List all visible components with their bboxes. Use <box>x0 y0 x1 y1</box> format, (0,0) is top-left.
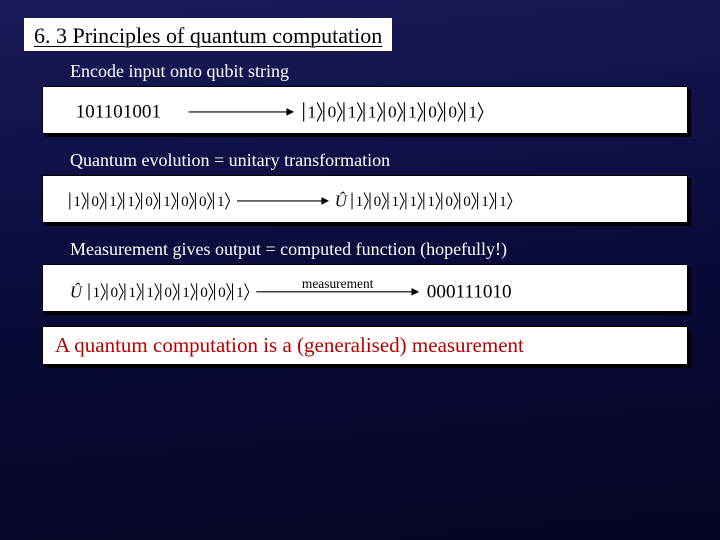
equation-box-3: Û101101001measurement000111010 <box>42 264 688 312</box>
svg-text:1: 1 <box>499 193 507 210</box>
svg-text:1: 1 <box>146 284 154 301</box>
svg-text:0: 0 <box>388 103 397 122</box>
svg-text:Û: Û <box>70 283 84 302</box>
svg-text:1: 1 <box>408 103 417 122</box>
equation-1-svg: 101101001101101001 <box>43 87 687 133</box>
svg-text:1: 1 <box>409 193 417 210</box>
caption-measurement: Measurement gives output = computed func… <box>70 239 720 260</box>
final-statement: A quantum computation is a (generalised)… <box>42 326 688 365</box>
svg-text:1: 1 <box>392 193 400 210</box>
svg-text:0: 0 <box>374 193 382 210</box>
svg-text:measurement: measurement <box>302 276 374 291</box>
svg-text:1: 1 <box>127 193 135 210</box>
svg-text:101101001: 101101001 <box>76 102 162 123</box>
svg-text:1: 1 <box>236 284 244 301</box>
svg-text:0: 0 <box>111 284 119 301</box>
equation-box-1: 101101001101101001 <box>42 86 688 134</box>
svg-text:0: 0 <box>448 103 457 122</box>
svg-text:0: 0 <box>445 193 453 210</box>
svg-text:0: 0 <box>200 284 208 301</box>
svg-text:1: 1 <box>182 284 190 301</box>
caption-evolution: Quantum evolution = unitary transformati… <box>70 150 720 171</box>
svg-text:1: 1 <box>73 193 81 210</box>
svg-text:1: 1 <box>469 103 478 122</box>
svg-text:1: 1 <box>93 284 101 301</box>
svg-text:1: 1 <box>308 103 317 122</box>
svg-text:Û: Û <box>335 192 349 211</box>
equation-box-2: 101101001Û101110011 <box>42 175 688 223</box>
caption-encode: Encode input onto qubit string <box>70 61 720 82</box>
svg-text:0: 0 <box>181 193 189 210</box>
svg-text:0: 0 <box>199 193 207 210</box>
page-title: 6. 3 Principles of quantum computation <box>24 18 392 51</box>
svg-text:000111010: 000111010 <box>427 282 512 303</box>
svg-text:0: 0 <box>218 284 226 301</box>
svg-text:0: 0 <box>164 284 172 301</box>
svg-text:1: 1 <box>481 193 489 210</box>
svg-text:1: 1 <box>368 103 377 122</box>
equation-3-svg: Û101101001measurement000111010 <box>43 265 687 311</box>
svg-text:0: 0 <box>145 193 153 210</box>
svg-text:0: 0 <box>463 193 471 210</box>
svg-text:0: 0 <box>428 103 437 122</box>
svg-text:1: 1 <box>356 193 364 210</box>
svg-text:0: 0 <box>91 193 99 210</box>
svg-text:1: 1 <box>348 103 357 122</box>
svg-text:0: 0 <box>328 103 337 122</box>
svg-text:1: 1 <box>163 193 171 210</box>
svg-text:1: 1 <box>217 193 225 210</box>
svg-text:1: 1 <box>109 193 117 210</box>
svg-text:1: 1 <box>128 284 136 301</box>
equation-2-svg: 101101001Û101110011 <box>43 176 687 222</box>
svg-text:1: 1 <box>427 193 435 210</box>
